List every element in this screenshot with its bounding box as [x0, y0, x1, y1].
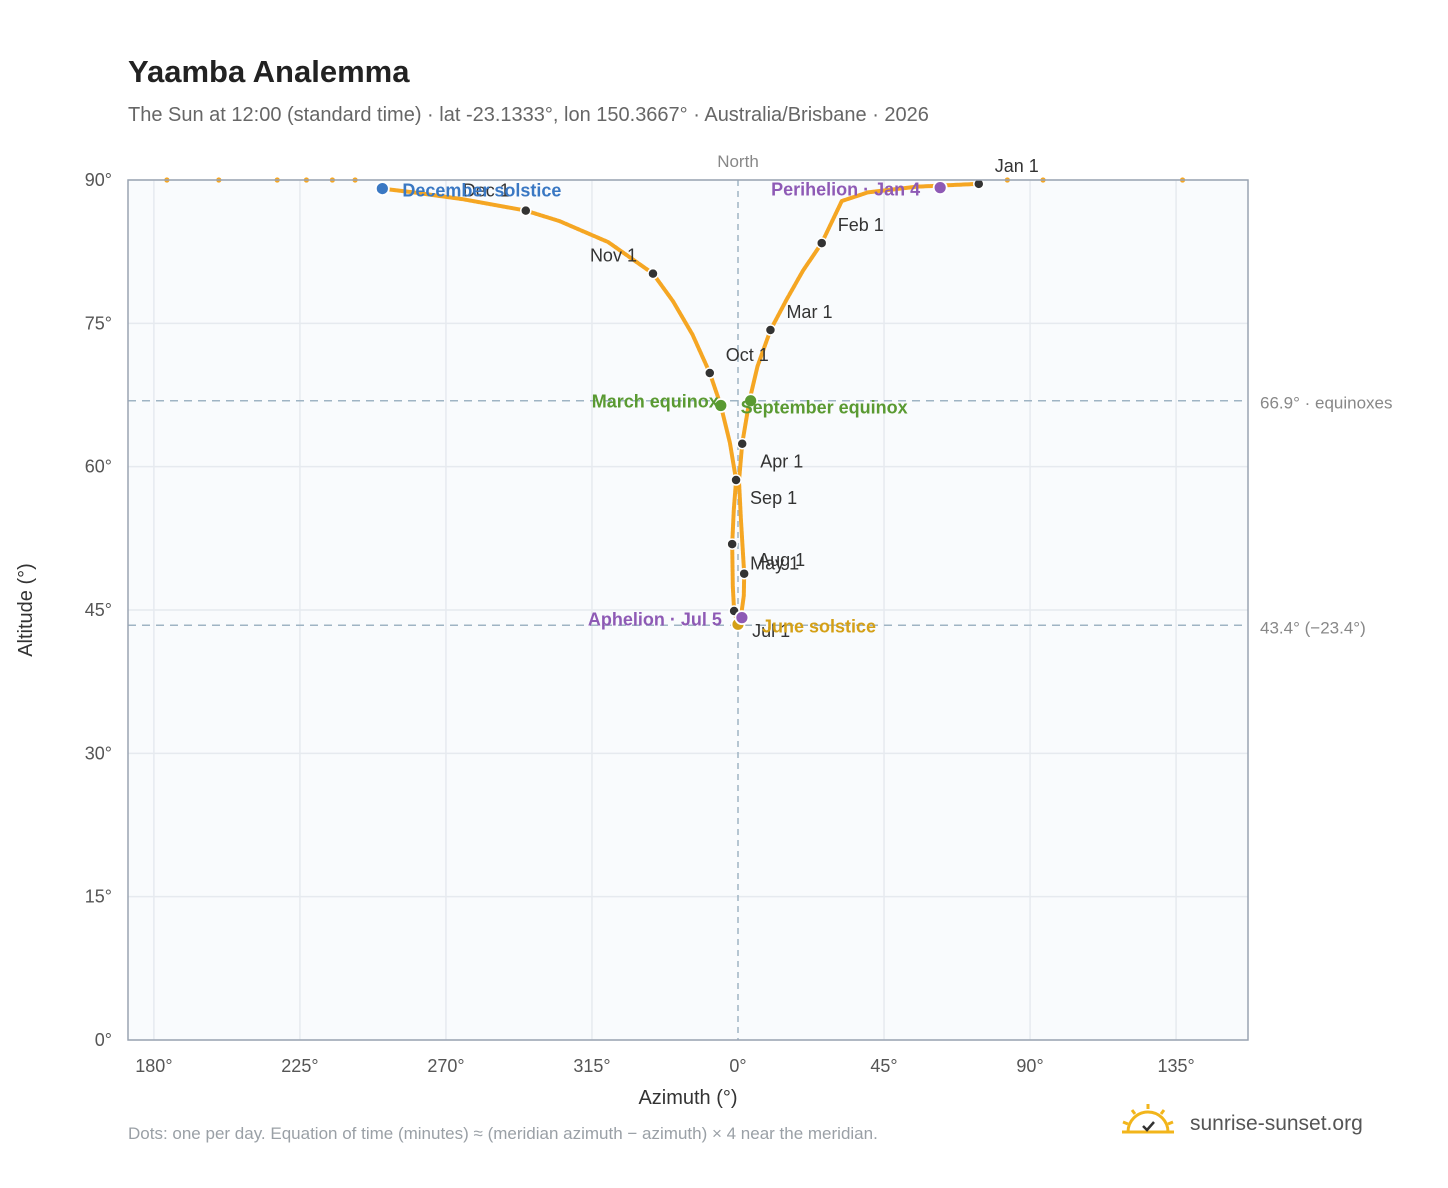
- x-tick-label: 180°: [135, 1056, 172, 1076]
- x-tick-label: 45°: [870, 1056, 897, 1076]
- meridian-label: North: [717, 152, 759, 171]
- month-label: Feb 1: [838, 215, 884, 235]
- month-label: Mar 1: [786, 302, 832, 322]
- month-marker: [520, 204, 532, 217]
- month-marker: [736, 437, 748, 450]
- event-marker: [734, 610, 750, 626]
- x-tick-label: 315°: [573, 1056, 610, 1076]
- event-marker: [932, 180, 948, 196]
- event-marker: [713, 398, 729, 413]
- month-marker: [815, 237, 828, 249]
- page-title: Yaamba Analemma: [128, 54, 410, 89]
- month-label: Nov 1: [590, 246, 637, 266]
- y-tick-label: 60°: [85, 457, 112, 477]
- month-marker: [704, 367, 716, 379]
- month-marker: [973, 178, 985, 190]
- sun-logo-icon: [1122, 1104, 1174, 1134]
- event-marker: [743, 393, 759, 409]
- x-tick-label: 270°: [427, 1056, 464, 1076]
- reference-line-label: 43.4° (−23.4°): [1260, 618, 1366, 637]
- y-tick-label: 90°: [85, 170, 112, 190]
- plot-frame: [127, 179, 1249, 1041]
- month-marker: [730, 474, 742, 486]
- month-label: Oct 1: [726, 345, 769, 365]
- brand[interactable]: sunrise-sunset.org: [1120, 1102, 1420, 1146]
- month-marker: [738, 567, 750, 580]
- y-tick-label: 15°: [85, 887, 112, 907]
- month-marker: [764, 324, 777, 336]
- event-label: March equinox: [592, 392, 719, 412]
- footnote: Dots: one per day. Equation of time (min…: [128, 1124, 878, 1143]
- event-label: June solstice: [762, 616, 876, 636]
- month-label: May 1: [750, 554, 799, 574]
- x-tick-label: 135°: [1157, 1056, 1194, 1076]
- month-label: Dec 1: [463, 181, 510, 201]
- event-label: December solstice: [402, 181, 561, 201]
- y-tick-label: 45°: [85, 600, 112, 620]
- y-tick-label: 0°: [95, 1030, 112, 1050]
- month-marker: [647, 267, 659, 280]
- event-label: Aphelion · Jul 5: [588, 610, 722, 630]
- x-tick-label: 225°: [281, 1056, 318, 1076]
- event-label: Perihelion · Jan 4: [771, 180, 920, 200]
- month-label: Apr 1: [760, 452, 803, 472]
- month-marker: [726, 538, 738, 550]
- y-tick-label: 75°: [85, 313, 112, 333]
- y-axis-label: Altitude (°): [15, 563, 37, 657]
- x-axis-label: Azimuth (°): [638, 1087, 737, 1109]
- page-subtitle: The Sun at 12:00 (standard time) · lat -…: [128, 104, 929, 126]
- x-tick-label: 90°: [1016, 1056, 1043, 1076]
- y-tick-label: 30°: [85, 743, 112, 763]
- month-label: Jul 1: [752, 621, 790, 641]
- event-marker: [374, 181, 390, 197]
- event-label: September equinox: [741, 398, 908, 418]
- month-label: Jan 1: [995, 156, 1039, 176]
- x-tick-label: 0°: [729, 1056, 746, 1076]
- month-label: Sep 1: [750, 488, 797, 508]
- reference-line-label: 66.9° · equinoxes: [1260, 394, 1393, 413]
- brand-name: sunrise-sunset.org: [1190, 1112, 1363, 1135]
- month-label: Aug 1: [758, 550, 805, 570]
